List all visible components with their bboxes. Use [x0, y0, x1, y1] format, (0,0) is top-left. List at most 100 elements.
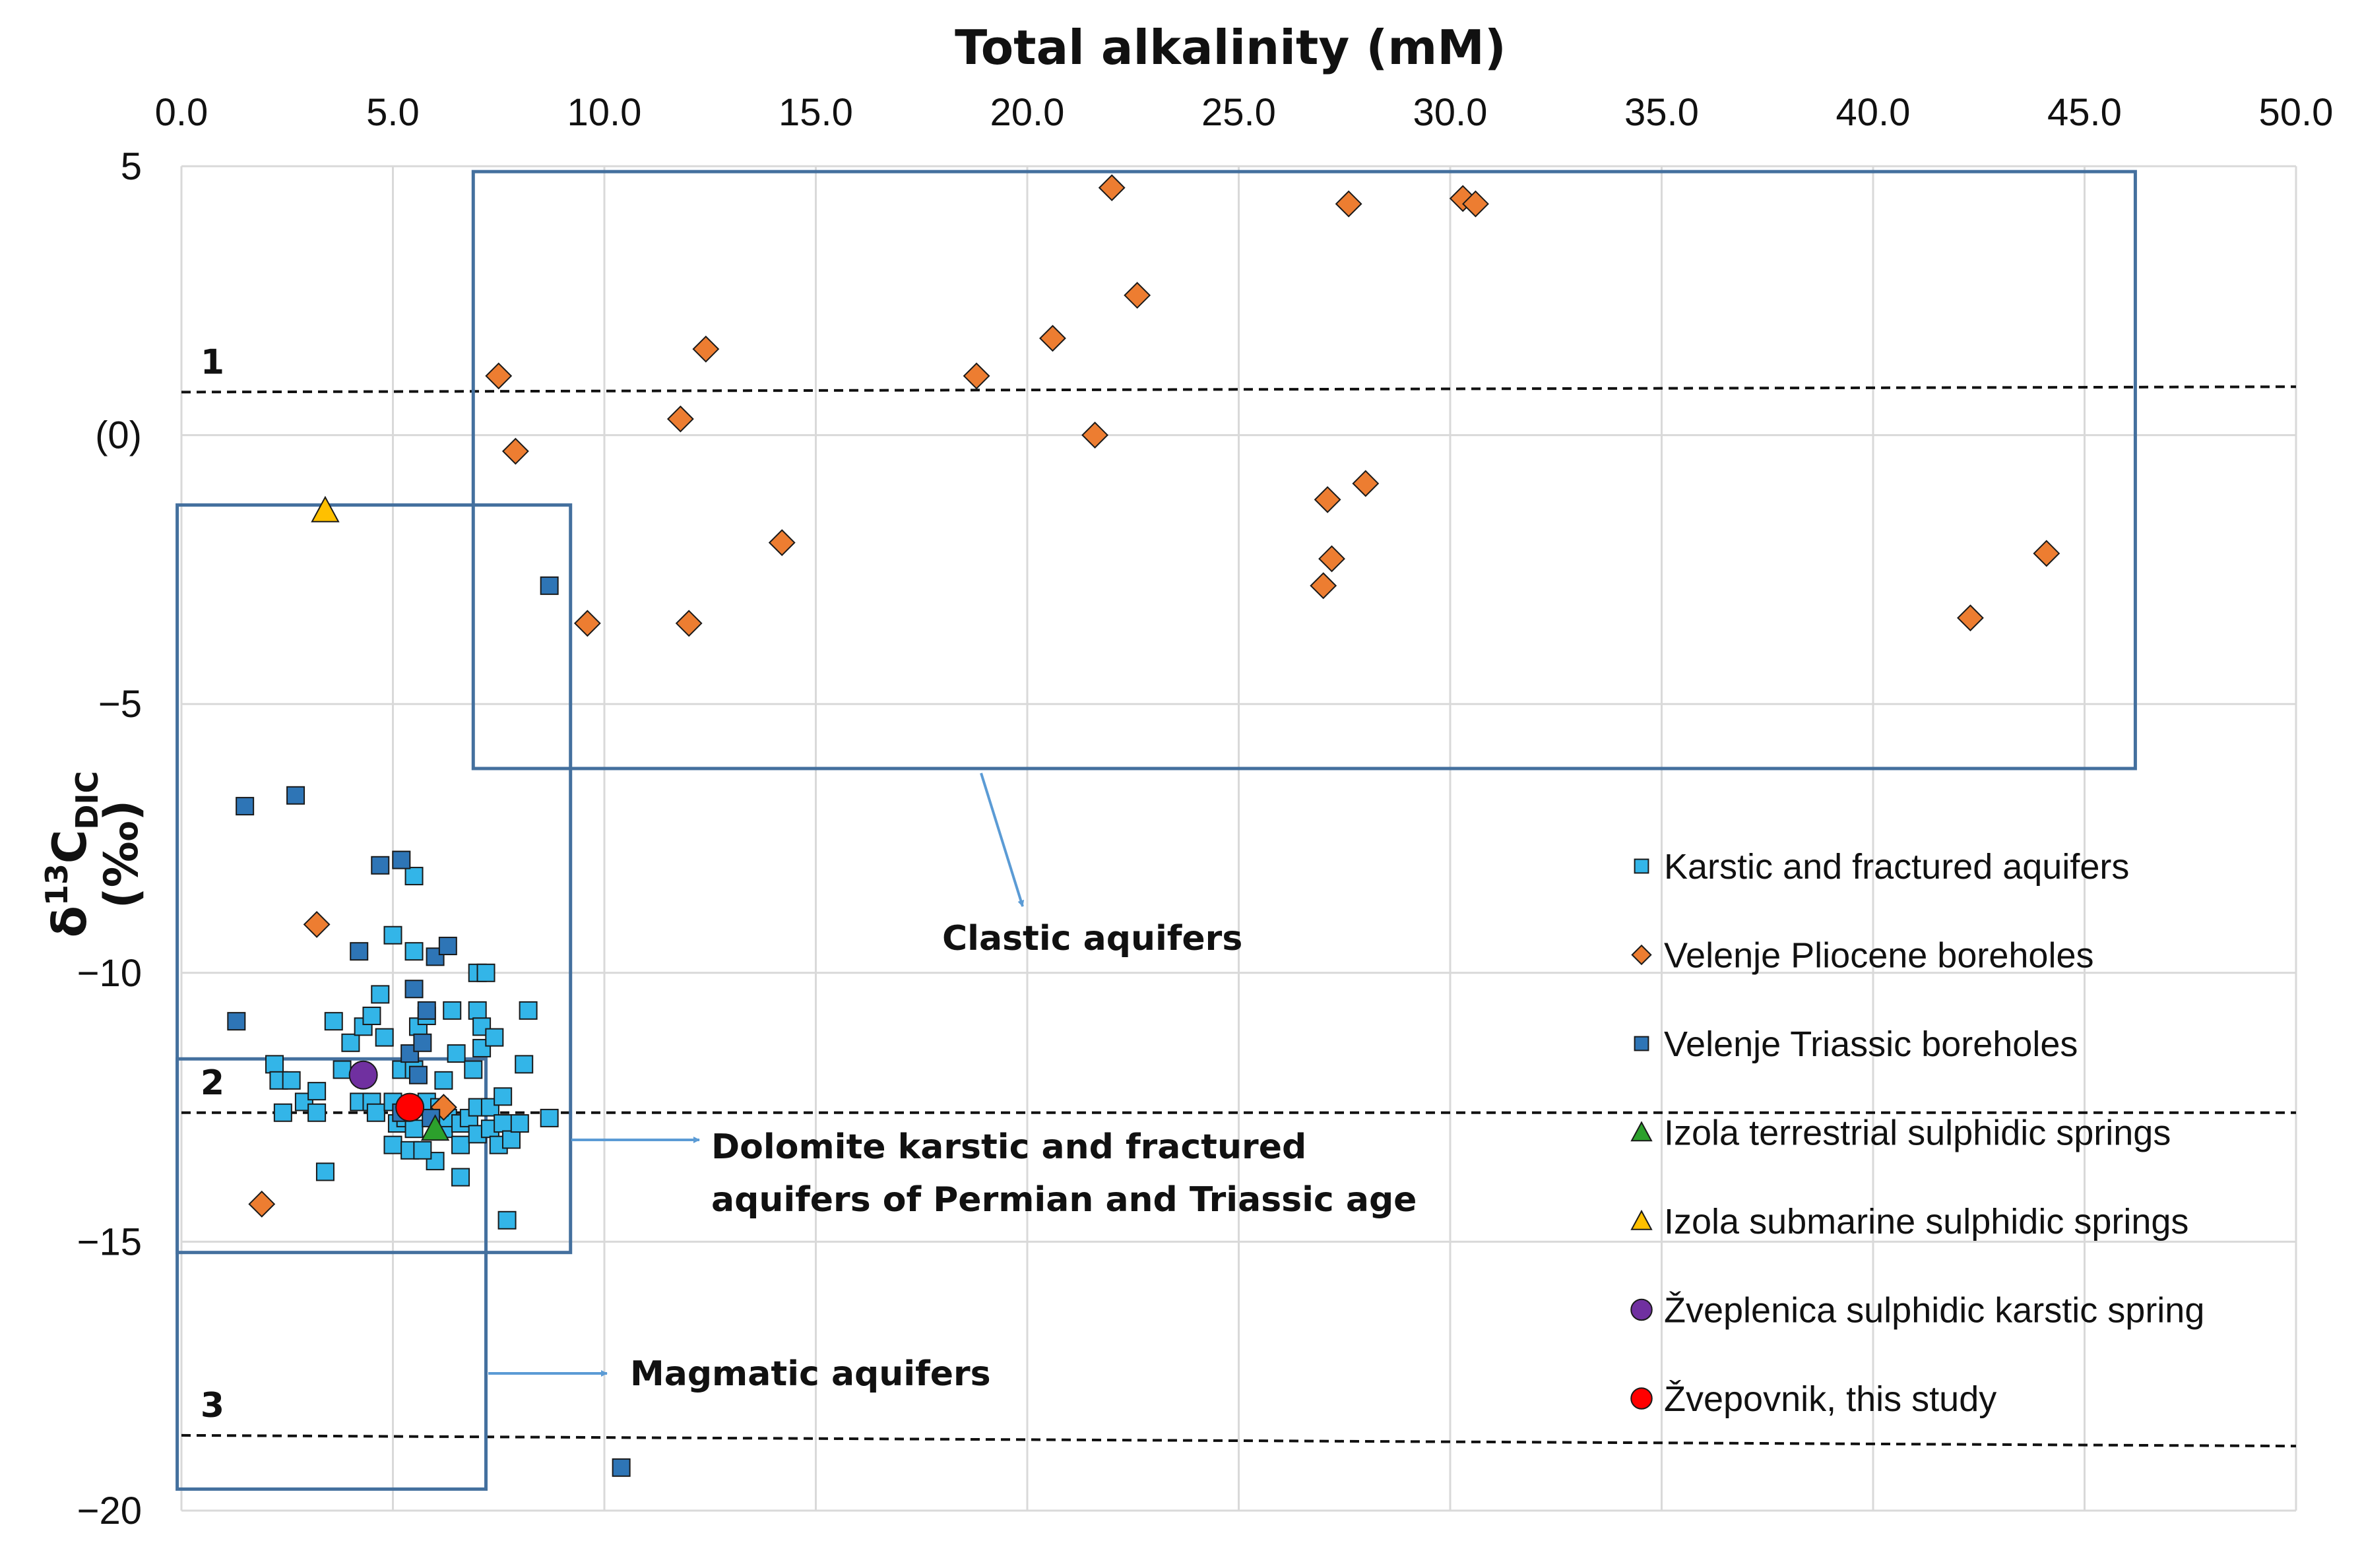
svg-text:δ13CDIC: δ13CDIC [39, 771, 105, 938]
data-point-karstic-and-fractured-aquifers-24 [404, 1119, 424, 1139]
data-point-velenje-pliocene-boreholes-7 [675, 610, 703, 637]
data-point-karstic-and-fractured-aquifers-33 [434, 1071, 453, 1090]
region-box-clastic-aquifers [471, 170, 2137, 770]
data-point-velenje-pliocene-boreholes-5 [573, 610, 601, 637]
data-point-velenje-triassic-boreholes-10 [413, 1033, 432, 1052]
data-point-karstic-and-fractured-aquifers-39 [451, 1135, 470, 1154]
legend-label-velenje-triassic-boreholes: Velenje Triassic boreholes [1664, 1024, 2078, 1064]
data-point-zvepovnik-this-study-0 [395, 1092, 425, 1122]
legend-label-zvepovnik-this-study: Žvepovnik, this study [1664, 1379, 1996, 1419]
data-point-velenje-triassic-boreholes-7 [400, 1044, 420, 1063]
x-tick-label-4: 20.0 [990, 91, 1065, 134]
x-tick-label-7: 35.0 [1624, 91, 1699, 134]
data-point-velenje-triassic-boreholes-9 [408, 1065, 428, 1084]
data-point-karstic-and-fractured-aquifers-40 [451, 1168, 470, 1187]
data-point-karstic-and-fractured-aquifers-0 [265, 1055, 284, 1074]
data-point-karstic-and-fractured-aquifers-10 [341, 1033, 360, 1052]
y-tick-label-2: −5 [98, 683, 142, 726]
data-point-izola-submarine-sulphidic-springs-0 [311, 495, 340, 522]
reference-line-label-2: 2 [201, 1063, 224, 1103]
data-point-velenje-triassic-boreholes-5 [392, 850, 411, 869]
x-tick-label-10: 50.0 [2259, 91, 2334, 134]
legend-marker-zvepovnik-this-study [1630, 1387, 1653, 1410]
data-point-karstic-and-fractured-aquifers-49 [476, 963, 495, 982]
legend-marker-velenje-triassic-boreholes [1634, 1036, 1649, 1051]
annotation-arrows [488, 772, 1025, 1377]
x-tick-label-6: 30.0 [1413, 91, 1488, 134]
series-izola-terrestrial-sulphidic-springs [420, 1114, 450, 1141]
data-point-velenje-pliocene-boreholes-14 [1124, 282, 1151, 309]
data-point-karstic-and-fractured-aquifers-60 [519, 1001, 538, 1020]
x-tick-label-2: 10.0 [567, 91, 642, 134]
chart-title: Total alkalinity (mM) [955, 20, 1506, 75]
data-point-karstic-and-fractured-aquifers-17 [371, 985, 390, 1004]
y-tick-label-4: −15 [77, 1220, 142, 1263]
data-point-karstic-and-fractured-aquifers-15 [366, 1103, 385, 1122]
data-point-velenje-pliocene-boreholes-16 [1314, 486, 1341, 513]
data-points [227, 174, 2060, 1477]
data-point-velenje-pliocene-boreholes-1 [303, 911, 331, 938]
data-point-velenje-triassic-boreholes-16 [612, 1458, 631, 1477]
legend-marker-izola-terrestrial-sulphidic-springs [1630, 1121, 1653, 1142]
data-point-karstic-and-fractured-aquifers-6 [307, 1082, 327, 1101]
data-point-karstic-and-fractured-aquifers-16 [375, 1028, 394, 1047]
legend-label-izola-submarine-sulphidic-springs: Izola submarine sulphidic springs [1664, 1202, 2188, 1241]
data-point-velenje-triassic-boreholes-3 [350, 942, 369, 961]
data-point-karstic-and-fractured-aquifers-12 [362, 1007, 381, 1026]
arrow-clastic [980, 772, 1025, 907]
data-point-velenje-pliocene-boreholes-4 [501, 437, 529, 465]
legend-marker-zveplenica-sulphidic-karstic-spring [1630, 1298, 1653, 1321]
y-axis-label-unit: (‰) [94, 800, 148, 909]
data-point-karstic-and-fractured-aquifers-54 [494, 1087, 513, 1106]
data-point-karstic-and-fractured-aquifers-2 [282, 1071, 301, 1090]
data-point-karstic-and-fractured-aquifers-58 [510, 1114, 529, 1133]
y-tick-label-3: −10 [77, 952, 142, 995]
data-point-velenje-pliocene-boreholes-18 [1335, 190, 1362, 218]
data-point-karstic-and-fractured-aquifers-32 [426, 1152, 445, 1171]
data-point-karstic-and-fractured-aquifers-31 [404, 867, 424, 886]
y-axis-ticks: 5 (0) −5 −10 −15 −20 [77, 145, 142, 1532]
series-zveplenica-sulphidic-karstic-spring [348, 1060, 378, 1090]
data-point-karstic-and-fractured-aquifers-59 [515, 1055, 534, 1074]
gridlines [180, 165, 2297, 1512]
x-tick-label-8: 40.0 [1836, 91, 1911, 134]
data-point-velenje-triassic-boreholes-2 [286, 786, 305, 805]
data-point-velenje-triassic-boreholes-0 [227, 1012, 246, 1031]
reference-line-label-3: 3 [201, 1386, 224, 1426]
data-point-karstic-and-fractured-aquifers-48 [472, 1038, 492, 1057]
data-point-velenje-pliocene-boreholes-17 [1318, 545, 1345, 573]
y-axis-label-sub: DIC [69, 771, 105, 830]
reference-line-3 [181, 1433, 2297, 1448]
data-point-karstic-and-fractured-aquifers-5 [307, 1103, 327, 1122]
data-point-karstic-and-fractured-aquifers-18 [383, 925, 402, 945]
series-velenje-pliocene-boreholes [248, 174, 2060, 1218]
data-point-karstic-and-fractured-aquifers-45 [468, 1001, 487, 1020]
data-point-karstic-and-fractured-aquifers-55 [494, 1114, 513, 1133]
legend-label-karstic-and-fractured-aquifers: Karstic and fractured aquifers [1664, 847, 2129, 887]
data-point-velenje-pliocene-boreholes-15 [1310, 572, 1337, 600]
annotation-magmatic: Magmatic aquifers [630, 1354, 991, 1394]
reference-line-1 [181, 385, 2297, 394]
data-point-izola-terrestrial-sulphidic-springs-0 [420, 1114, 450, 1141]
y-tick-label-0: 5 [121, 145, 142, 188]
data-point-karstic-and-fractured-aquifers-63 [413, 1141, 432, 1160]
reference-lines: 1 2 3 [181, 342, 2297, 1448]
series-izola-submarine-sulphidic-springs [311, 495, 340, 522]
reference-line-label-1: 1 [201, 342, 224, 382]
x-tick-label-9: 45.0 [2047, 91, 2122, 134]
y-axis-label-delta: δ [43, 906, 97, 937]
data-point-velenje-pliocene-boreholes-6 [666, 405, 694, 433]
data-point-velenje-pliocene-boreholes-19 [1352, 470, 1380, 497]
legend-marker-karstic-and-fractured-aquifers [1634, 858, 1649, 874]
y-axis-label-sup: 13 [39, 863, 75, 906]
y-axis-label: δ13CDIC (‰) [39, 771, 148, 938]
legend-label-izola-terrestrial-sulphidic-springs: Izola terrestrial sulphidic springs [1664, 1113, 2171, 1153]
data-point-karstic-and-fractured-aquifers-37 [447, 1044, 466, 1063]
data-point-karstic-and-fractured-aquifers-57 [497, 1210, 517, 1230]
y-axis-label-base: C [43, 830, 97, 863]
data-point-karstic-and-fractured-aquifers-22 [383, 1135, 402, 1154]
data-point-velenje-pliocene-boreholes-23 [2033, 540, 2060, 567]
series-karstic-and-fractured-aquifers [265, 867, 559, 1230]
data-point-karstic-and-fractured-aquifers-8 [324, 1012, 343, 1031]
data-point-velenje-pliocene-boreholes-9 [768, 529, 796, 557]
